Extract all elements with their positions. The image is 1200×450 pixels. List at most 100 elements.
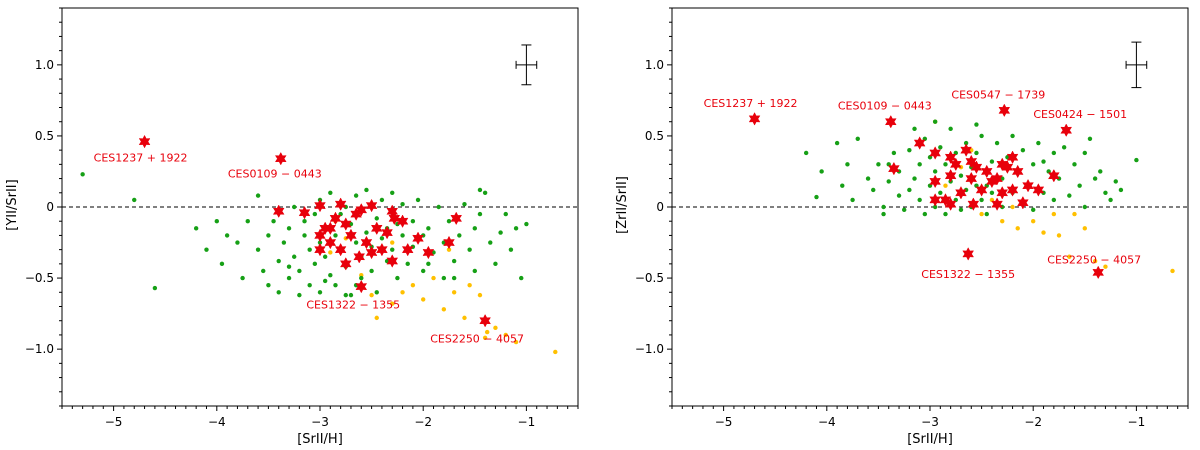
orange-dot-point	[482, 335, 488, 340]
green-dot-point	[1134, 157, 1139, 163]
green-dot-point	[1031, 207, 1036, 213]
green-dot-point	[503, 211, 508, 217]
green-dot-point	[312, 211, 318, 217]
orange-dot-point	[1082, 226, 1088, 231]
red-star-point	[939, 193, 952, 207]
green-dot-point	[932, 169, 938, 174]
red-star-point	[996, 186, 1009, 200]
green-dot-point	[297, 268, 302, 274]
red-star-point	[401, 242, 414, 257]
green-dot-point	[353, 193, 359, 198]
x-tick-label: −3	[311, 415, 329, 429]
green-dot-point	[307, 282, 312, 288]
y-tick-label: 0	[656, 200, 664, 214]
green-dot-point	[814, 194, 819, 200]
orange-dot-point	[328, 250, 333, 255]
green-dot-point	[328, 190, 333, 195]
green-dot-point	[441, 275, 447, 281]
green-dot-point	[245, 219, 250, 224]
red-star-point	[339, 217, 352, 231]
green-dot-point	[276, 290, 281, 295]
x-tick-label: −3	[921, 415, 939, 429]
green-dot-point	[276, 258, 281, 264]
green-dot-point	[436, 204, 441, 210]
x-tick-label: −5	[715, 415, 733, 429]
green-dot-point	[958, 173, 964, 178]
right-panel-zrii-srii: [SrII/H] [ZrII/SrII] −5 −4 −3 −2 −1 −1.0 −0.5 0…	[615, 7, 1189, 447]
red-star-point	[955, 186, 967, 200]
y-tick-label: −1.0	[25, 342, 54, 356]
red-star-point	[944, 150, 957, 164]
orange-dot-point	[1051, 211, 1057, 217]
green-dot-point	[240, 275, 245, 281]
orange-dot-point	[421, 297, 426, 302]
green-dot-point	[302, 219, 307, 224]
red-star-point	[1060, 123, 1073, 137]
orange-dot-point	[477, 292, 483, 298]
orange-dot-point	[943, 183, 948, 188]
green-dot-point	[855, 136, 860, 141]
green-dot-point	[902, 207, 907, 213]
green-dot-point	[266, 282, 271, 288]
red-star-point	[1048, 168, 1060, 183]
green-dot-point	[333, 233, 338, 238]
red-star-point	[884, 114, 897, 129]
red-star-point	[944, 168, 957, 183]
green-dot-point	[850, 197, 855, 203]
orange-dot-point	[446, 247, 452, 252]
star-annotation-label: CES1237 + 1922	[94, 152, 188, 165]
red-star-point	[1001, 160, 1014, 174]
green-dot-point	[979, 133, 984, 139]
green-dot-point	[462, 201, 467, 207]
green-dot-point	[390, 190, 395, 195]
y-axis-label: [ZrII/SrII]	[615, 176, 630, 234]
red-star-point	[324, 221, 337, 236]
red-star-point	[970, 160, 983, 174]
star-annotation-label: CES1322 − 1355	[921, 268, 1015, 281]
red-star-point	[355, 203, 368, 217]
orange-dot-point	[1015, 226, 1020, 231]
red-star-point	[960, 143, 972, 157]
green-dot-point	[865, 176, 871, 181]
red-star-point	[888, 161, 900, 176]
orange-dot-point	[553, 349, 558, 355]
red-star-point	[962, 247, 975, 261]
green-dot-point	[353, 240, 359, 245]
red-star-point	[334, 242, 347, 257]
y-axis-label: [YII/SrII]	[5, 179, 20, 230]
orange-dot-point	[1072, 211, 1077, 217]
y-tick-label: −1.0	[635, 342, 664, 356]
red-star-point	[929, 193, 941, 207]
green-dot-point	[876, 162, 881, 167]
green-dot-point	[271, 219, 276, 224]
red-star-point	[274, 151, 287, 166]
green-dot-point	[328, 273, 333, 278]
green-dot-point	[322, 254, 328, 259]
green-dot-point	[1118, 187, 1124, 193]
green-dot-point	[219, 261, 225, 267]
red-star-point	[138, 134, 151, 149]
green-dot-point	[390, 247, 395, 252]
red-star-point	[345, 228, 357, 243]
orange-dot-point	[1170, 268, 1175, 274]
orange-dot-point	[1056, 233, 1062, 238]
green-dot-point	[896, 193, 902, 198]
green-dot-point	[193, 226, 199, 231]
green-dot-point	[1092, 176, 1098, 181]
red-star-point	[991, 197, 1003, 211]
green-dot-point	[1041, 159, 1046, 164]
green-dot-point	[348, 292, 354, 298]
red-star-point	[980, 164, 993, 179]
orange-dot-point	[374, 315, 379, 321]
orange-dot-point	[451, 290, 457, 295]
x-tick-label: −1	[1128, 415, 1146, 429]
green-dot-point	[235, 240, 240, 245]
green-dot-point	[214, 219, 219, 224]
green-dot-point	[932, 204, 938, 210]
orange-dot-point	[400, 290, 405, 295]
green-dot-point	[891, 150, 897, 156]
green-dot-point	[317, 290, 323, 295]
green-dot-point	[292, 204, 297, 210]
green-dot-point	[881, 204, 886, 210]
star-annotation-label: CES2250 − 4057	[430, 333, 524, 346]
